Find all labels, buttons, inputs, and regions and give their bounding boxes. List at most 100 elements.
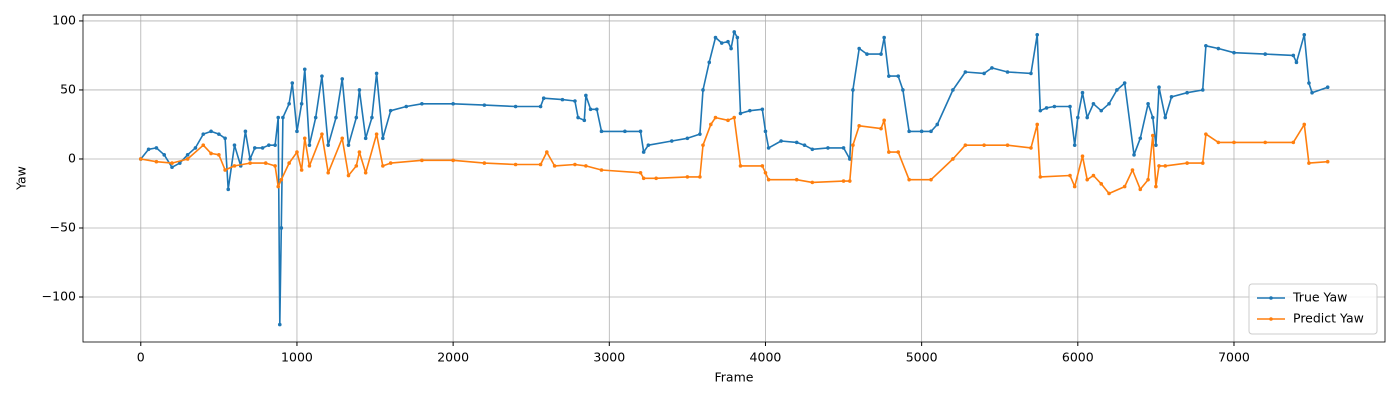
point [641,150,646,154]
point [1163,115,1168,120]
point [766,146,771,150]
y-tick-label: −50 [50,219,76,234]
point [882,118,886,123]
point [1107,191,1111,196]
point [354,164,359,168]
point [896,74,901,78]
point [794,140,799,145]
point [226,187,231,192]
point [826,146,830,150]
point [1291,140,1296,145]
point [879,52,883,56]
point [1302,122,1307,127]
point [232,164,237,168]
point [919,129,924,134]
point [232,143,237,147]
point [1200,161,1205,165]
y-axis-label: Yaw [14,166,29,191]
point [726,118,730,123]
point [154,146,159,150]
point [935,122,940,127]
point [713,115,718,120]
point [698,132,702,136]
point [685,175,690,179]
x-tick-label: 6000 [1062,350,1094,365]
point [1085,177,1089,182]
point [760,164,765,168]
point [732,30,737,34]
point [340,77,345,81]
point [248,157,252,161]
point [363,136,368,141]
legend: True Yaw Predict Yaw [1248,283,1378,335]
point [1115,88,1119,92]
point [552,164,557,168]
point [766,177,771,182]
x-tick-label: 0 [137,350,145,365]
point [146,147,151,152]
point [267,143,271,147]
point [201,143,206,147]
point [162,153,167,157]
x-tick-label: 1000 [281,350,313,365]
point [1325,159,1330,164]
point [1294,60,1299,65]
point [1107,101,1111,106]
point [302,136,307,141]
point [857,124,861,128]
point [1044,106,1049,110]
point [779,139,783,143]
point [313,115,318,120]
point [295,150,299,154]
point [381,164,385,168]
point [982,71,986,76]
point [451,158,455,163]
point [513,104,518,109]
point [573,99,577,103]
series [138,115,1330,196]
point [1157,164,1161,168]
point [1216,140,1221,145]
point [1029,146,1033,150]
point [1038,175,1043,179]
point [963,70,968,74]
point [357,88,362,92]
point [1035,122,1040,127]
y-tick-label: 50 [60,81,76,96]
point [1076,115,1080,120]
point [420,158,424,163]
point [1150,133,1155,138]
point [951,157,955,161]
point [287,101,291,106]
point [1099,182,1104,186]
point [907,177,911,182]
point [584,93,588,98]
point [1091,101,1096,106]
point [1080,154,1085,159]
point [1232,140,1236,145]
point [277,322,282,327]
point [1310,90,1314,95]
legend-marker [1269,317,1273,321]
point [363,170,368,175]
point [545,150,549,154]
point [223,168,227,172]
y-tick-label: 0 [68,150,76,165]
point [810,180,815,185]
point [1072,184,1077,189]
point [374,71,379,76]
point [951,88,955,92]
point [576,115,580,120]
point [896,150,901,154]
point [279,226,284,230]
point [698,175,702,179]
point [1325,85,1330,89]
point [1185,161,1189,165]
point [273,164,277,168]
point [707,60,712,65]
point [1029,71,1033,76]
point [299,101,304,106]
point [276,184,281,189]
y-tick-label: −100 [42,289,76,304]
point [170,161,174,165]
